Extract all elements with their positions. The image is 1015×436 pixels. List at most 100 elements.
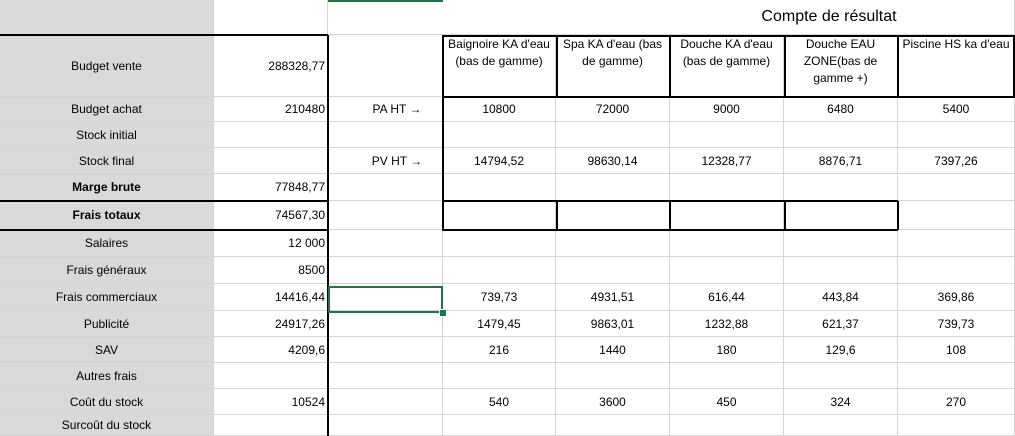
product-value[interactable]: 7397,26 bbox=[898, 148, 1015, 174]
row-label[interactable]: Frais totaux bbox=[0, 201, 214, 230]
cell[interactable] bbox=[670, 257, 784, 284]
product-value[interactable]: 739,73 bbox=[898, 311, 1015, 337]
product-value[interactable]: 9000 bbox=[670, 97, 784, 122]
cell[interactable] bbox=[556, 257, 670, 284]
product-value[interactable]: 6480 bbox=[784, 97, 898, 122]
fill-handle[interactable] bbox=[439, 309, 447, 317]
cell[interactable] bbox=[784, 174, 898, 201]
row-value[interactable]: 12 000 bbox=[214, 230, 328, 257]
product-value[interactable]: 1232,88 bbox=[670, 311, 784, 337]
cell[interactable] bbox=[556, 415, 670, 436]
product-value[interactable]: 3600 bbox=[556, 389, 670, 415]
product-value[interactable]: 450 bbox=[670, 389, 784, 415]
selected-cell[interactable] bbox=[328, 286, 443, 313]
row-label[interactable]: Surcoût du stock bbox=[0, 415, 214, 436]
cell-b1[interactable] bbox=[214, 0, 328, 35]
cell[interactable] bbox=[898, 122, 1015, 148]
product-value[interactable]: 621,37 bbox=[784, 311, 898, 337]
product-value[interactable]: 108 bbox=[898, 337, 1015, 363]
row-value[interactable] bbox=[214, 363, 328, 389]
cell[interactable] bbox=[443, 363, 556, 389]
product-value[interactable]: 180 bbox=[670, 337, 784, 363]
product-value[interactable]: 270 bbox=[898, 389, 1015, 415]
product-header[interactable]: Douche EAU ZONE(bas de gamme +) bbox=[784, 35, 898, 97]
cell[interactable] bbox=[328, 122, 443, 148]
cell[interactable] bbox=[443, 230, 556, 257]
row-value[interactable] bbox=[214, 415, 328, 436]
sheet-title[interactable]: Compte de résultat bbox=[328, 0, 1015, 35]
cell[interactable] bbox=[556, 174, 670, 201]
cell[interactable] bbox=[898, 230, 1015, 257]
row-value[interactable]: 288328,77 bbox=[214, 35, 328, 97]
cell[interactable] bbox=[328, 201, 443, 230]
product-header[interactable]: Douche KA d'eau (bas de gamme) bbox=[670, 35, 784, 97]
cell[interactable] bbox=[784, 201, 898, 230]
cell[interactable] bbox=[898, 415, 1015, 436]
pa-ht-label[interactable]: PA HT → bbox=[328, 97, 443, 122]
row-label[interactable]: Budget achat bbox=[0, 97, 214, 122]
product-value[interactable]: 12328,77 bbox=[670, 148, 784, 174]
cell[interactable] bbox=[328, 174, 443, 201]
product-value[interactable]: 616,44 bbox=[670, 284, 784, 311]
cell[interactable] bbox=[556, 230, 670, 257]
cell[interactable] bbox=[670, 230, 784, 257]
cell[interactable] bbox=[328, 389, 443, 415]
cell[interactable] bbox=[328, 257, 443, 284]
cell[interactable] bbox=[670, 122, 784, 148]
cell[interactable] bbox=[784, 122, 898, 148]
row-value[interactable]: 14416,44 bbox=[214, 284, 328, 311]
product-value[interactable]: 72000 bbox=[556, 97, 670, 122]
product-value[interactable]: 8876,71 bbox=[784, 148, 898, 174]
row-label[interactable]: Stock final bbox=[0, 148, 214, 174]
product-value[interactable]: 1479,45 bbox=[443, 311, 556, 337]
cell[interactable] bbox=[784, 415, 898, 436]
row-label[interactable]: Marge brute bbox=[0, 174, 214, 201]
corner-cell[interactable] bbox=[0, 0, 214, 35]
product-value[interactable]: 1440 bbox=[556, 337, 670, 363]
row-label[interactable]: Autres frais bbox=[0, 363, 214, 389]
cell[interactable] bbox=[670, 415, 784, 436]
product-value[interactable]: 369,86 bbox=[898, 284, 1015, 311]
cell[interactable] bbox=[784, 230, 898, 257]
product-header[interactable]: Baignoire KA d'eau (bas de gamme) bbox=[443, 35, 556, 97]
product-value[interactable]: 98630,14 bbox=[556, 148, 670, 174]
product-header[interactable]: Piscine HS ka d'eau bbox=[898, 35, 1015, 97]
cell[interactable] bbox=[328, 311, 443, 337]
row-value[interactable]: 4209,6 bbox=[214, 337, 328, 363]
row-label[interactable]: Budget vente bbox=[0, 35, 214, 97]
product-header[interactable]: Spa KA d'eau (bas de gamme) bbox=[556, 35, 670, 97]
cell[interactable] bbox=[328, 415, 443, 436]
row-value[interactable]: 10524 bbox=[214, 389, 328, 415]
row-label[interactable]: Frais commerciaux bbox=[0, 284, 214, 311]
cell[interactable] bbox=[670, 363, 784, 389]
row-label[interactable]: Coût du stock bbox=[0, 389, 214, 415]
product-value[interactable]: 4931,51 bbox=[556, 284, 670, 311]
product-value[interactable]: 540 bbox=[443, 389, 556, 415]
product-value[interactable]: 5400 bbox=[898, 97, 1015, 122]
row-value[interactable]: 210480 bbox=[214, 97, 328, 122]
pv-ht-label[interactable]: PV HT → bbox=[328, 148, 443, 174]
cell[interactable] bbox=[670, 201, 784, 230]
row-label[interactable]: Publicité bbox=[0, 311, 214, 337]
row-label[interactable]: Frais généraux bbox=[0, 257, 214, 284]
cell[interactable] bbox=[328, 35, 443, 97]
row-value[interactable]: 24917,26 bbox=[214, 311, 328, 337]
row-value[interactable] bbox=[214, 122, 328, 148]
cell[interactable] bbox=[670, 174, 784, 201]
product-value[interactable]: 10800 bbox=[443, 97, 556, 122]
product-value[interactable]: 443,84 bbox=[784, 284, 898, 311]
row-label[interactable]: Salaires bbox=[0, 230, 214, 257]
product-value[interactable]: 14794,52 bbox=[443, 148, 556, 174]
row-value[interactable]: 8500 bbox=[214, 257, 328, 284]
cell[interactable] bbox=[898, 201, 1015, 230]
cell[interactable] bbox=[443, 174, 556, 201]
row-value[interactable]: 77848,77 bbox=[214, 174, 328, 201]
product-value[interactable]: 216 bbox=[443, 337, 556, 363]
cell[interactable] bbox=[443, 201, 556, 230]
product-value[interactable]: 324 bbox=[784, 389, 898, 415]
cell[interactable] bbox=[898, 257, 1015, 284]
cell[interactable] bbox=[556, 363, 670, 389]
cell[interactable] bbox=[328, 337, 443, 363]
cell[interactable] bbox=[328, 230, 443, 257]
product-value[interactable]: 129,6 bbox=[784, 337, 898, 363]
